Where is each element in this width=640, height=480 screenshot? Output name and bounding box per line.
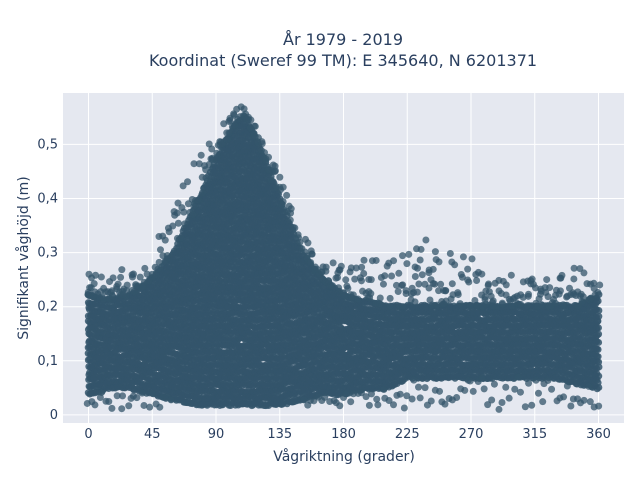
chart-title-line1: År 1979 - 2019 [283, 30, 403, 49]
scatter-points [83, 103, 604, 413]
chart-title-line2: Koordinat (Sweref 99 TM): E 345640, N 62… [149, 51, 537, 70]
